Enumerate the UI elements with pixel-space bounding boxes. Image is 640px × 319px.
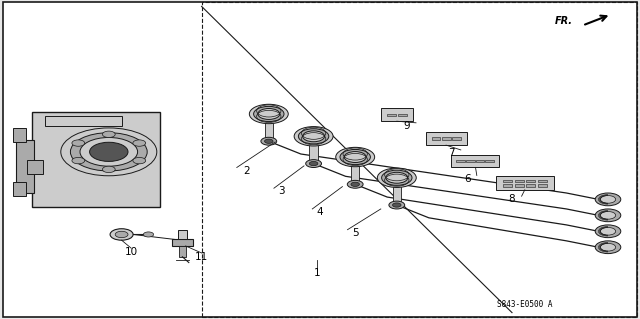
Text: 10: 10 (125, 247, 138, 257)
Bar (442, 137, 451, 140)
Circle shape (306, 160, 321, 167)
Circle shape (264, 139, 273, 143)
Bar (264, 111, 273, 141)
Bar (309, 133, 318, 164)
Bar (451, 155, 499, 167)
Bar (45, 116, 122, 126)
Circle shape (261, 137, 276, 145)
Circle shape (72, 158, 84, 164)
Text: FR.: FR. (555, 16, 573, 26)
Bar (476, 160, 484, 162)
Text: 7: 7 (448, 148, 454, 158)
Bar (466, 160, 475, 162)
Bar (16, 140, 34, 193)
Circle shape (595, 193, 621, 206)
Circle shape (600, 227, 616, 235)
Bar (538, 184, 547, 187)
Circle shape (378, 168, 416, 188)
Circle shape (348, 180, 363, 188)
Circle shape (392, 203, 401, 207)
Circle shape (70, 133, 147, 171)
Bar (452, 137, 461, 140)
Circle shape (143, 232, 154, 237)
Text: 9: 9 (403, 121, 410, 131)
Text: 8: 8 (509, 194, 515, 204)
Circle shape (90, 142, 128, 161)
Text: 3: 3 (278, 186, 285, 197)
Circle shape (600, 196, 616, 203)
Circle shape (250, 104, 288, 124)
Bar (32, 112, 160, 207)
Bar (387, 114, 396, 116)
Bar (526, 180, 535, 182)
Circle shape (389, 201, 404, 209)
Circle shape (133, 158, 146, 164)
Circle shape (340, 149, 371, 165)
Bar (392, 175, 401, 205)
Circle shape (294, 127, 333, 146)
Circle shape (600, 243, 616, 251)
Bar (13, 128, 26, 142)
Circle shape (72, 140, 84, 146)
Bar (397, 114, 406, 116)
Bar (13, 182, 26, 196)
Bar (431, 137, 440, 140)
Bar (381, 108, 413, 121)
Bar (538, 180, 547, 182)
Circle shape (110, 229, 133, 240)
Circle shape (351, 182, 360, 186)
Text: 11: 11 (195, 252, 208, 262)
Text: 6: 6 (464, 174, 470, 184)
Circle shape (600, 211, 616, 219)
Circle shape (253, 107, 284, 122)
Bar (503, 180, 512, 182)
Circle shape (102, 166, 115, 173)
Circle shape (336, 147, 374, 167)
Bar (202, 2, 637, 317)
Bar (27, 160, 43, 174)
Text: 2: 2 (243, 166, 250, 176)
Bar (526, 184, 535, 187)
Circle shape (595, 241, 621, 254)
Circle shape (309, 161, 318, 166)
Text: 1: 1 (314, 268, 320, 278)
Bar (426, 132, 467, 145)
Text: S843-E0500 A: S843-E0500 A (497, 300, 552, 309)
Circle shape (298, 129, 329, 144)
Bar (456, 160, 465, 162)
Bar (351, 154, 360, 184)
Text: 5: 5 (352, 228, 358, 238)
FancyBboxPatch shape (172, 239, 193, 246)
Circle shape (595, 209, 621, 222)
Circle shape (258, 108, 280, 119)
Bar (515, 184, 524, 187)
Bar (503, 184, 512, 187)
Bar (515, 180, 524, 182)
Bar (179, 246, 186, 257)
Circle shape (133, 140, 146, 146)
Text: 4: 4 (317, 207, 323, 217)
Circle shape (344, 152, 366, 162)
Circle shape (381, 170, 412, 185)
Circle shape (386, 172, 408, 183)
Circle shape (80, 137, 138, 166)
Circle shape (595, 225, 621, 238)
Bar (485, 160, 494, 162)
Circle shape (102, 131, 115, 137)
Bar (178, 230, 187, 239)
Circle shape (303, 131, 324, 142)
Circle shape (61, 128, 157, 176)
Bar (496, 176, 554, 190)
Circle shape (115, 231, 128, 238)
